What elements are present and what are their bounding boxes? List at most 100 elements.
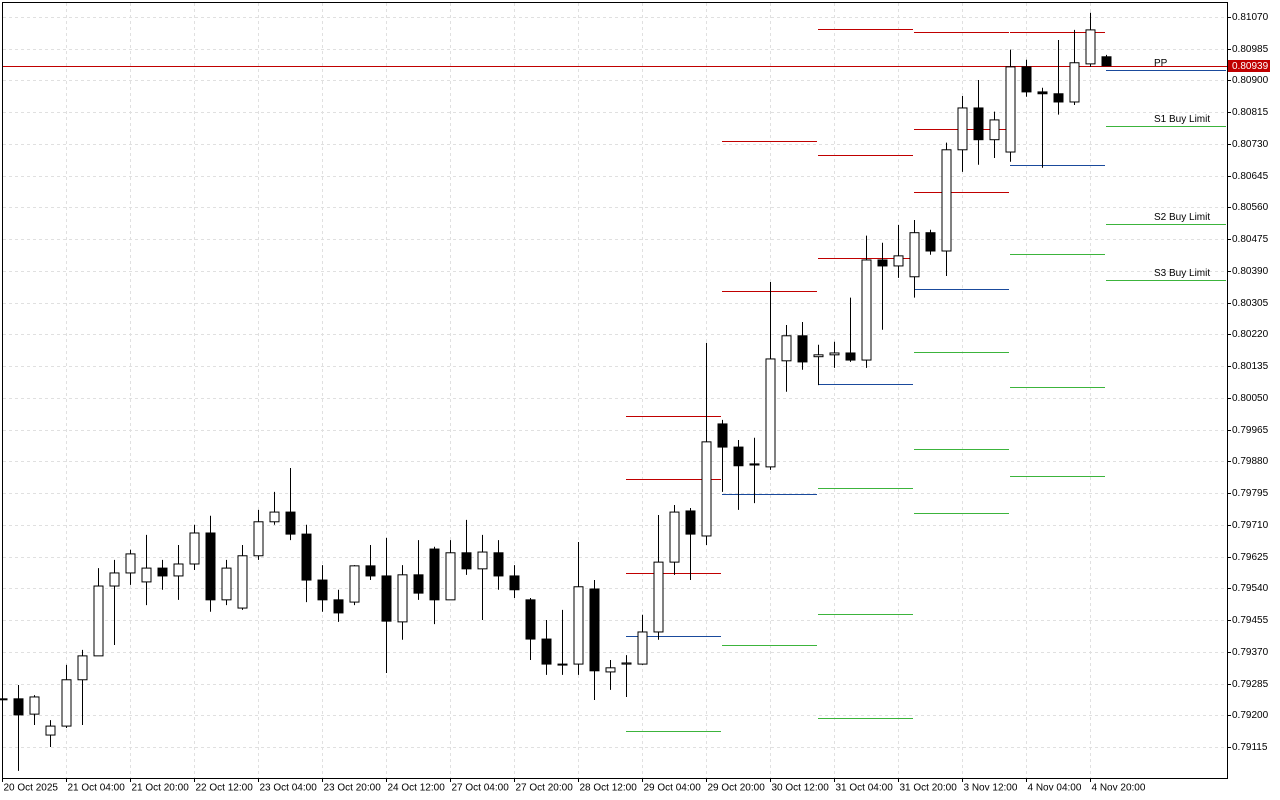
candle-body	[301, 533, 312, 581]
candle-body	[557, 663, 568, 666]
candle-body	[621, 662, 632, 665]
x-tick-label: 31 Oct 20:00	[900, 783, 958, 794]
candle-body	[461, 552, 472, 570]
x-tick-label: 4 Nov 20:00	[1092, 783, 1146, 794]
candle-body	[749, 463, 760, 466]
last-price-label: 0.80939	[1232, 61, 1269, 72]
candle-body	[173, 563, 184, 577]
x-tick-label: 23 Oct 20:00	[324, 783, 382, 794]
candle-body	[285, 511, 296, 535]
y-tick-label: 0.80305	[1232, 298, 1269, 309]
x-tick-label: 29 Oct 04:00	[644, 783, 702, 794]
y-tick-label: 0.81070	[1232, 12, 1269, 23]
candle-body	[1053, 93, 1064, 103]
candle-body	[573, 586, 584, 665]
y-tick-label: 0.80135	[1232, 361, 1269, 372]
candle-body	[765, 358, 776, 468]
candle-body	[973, 107, 984, 141]
x-tick-label: 22 Oct 12:00	[196, 783, 254, 794]
x-tick-label: 29 Oct 20:00	[708, 783, 766, 794]
candle-body	[589, 588, 600, 672]
candle-body	[733, 446, 744, 467]
candle-body	[397, 574, 408, 623]
y-tick-label: 0.80560	[1232, 202, 1269, 213]
x-tick-label: 30 Oct 12:00	[772, 783, 830, 794]
candle-body	[1037, 91, 1048, 95]
y-tick-label: 0.80645	[1232, 171, 1269, 182]
candle-body	[141, 567, 152, 583]
candle-body	[0, 698, 8, 701]
candle-body	[861, 259, 872, 361]
y-tick-label: 0.80730	[1232, 139, 1269, 150]
candle-body	[669, 511, 680, 563]
y-tick-label: 0.80815	[1232, 107, 1269, 118]
candle-body	[477, 551, 488, 570]
candle-body	[781, 335, 792, 362]
y-tick-label: 0.79965	[1232, 425, 1269, 436]
candle-body	[93, 585, 104, 657]
candle-body	[493, 552, 504, 577]
candle-body	[605, 667, 616, 673]
candle-body	[349, 565, 360, 603]
candle-body	[1021, 66, 1032, 93]
x-tick-label: 28 Oct 12:00	[580, 783, 638, 794]
y-tick-label: 0.79115	[1232, 742, 1268, 753]
x-tick-label: 21 Oct 04:00	[68, 783, 126, 794]
y-tick-label: 0.80390	[1232, 266, 1269, 277]
candle-body	[717, 423, 728, 448]
candle-body	[909, 232, 920, 278]
candle-body	[685, 510, 696, 535]
candle-body	[413, 574, 424, 594]
candle-body	[701, 441, 712, 537]
candle-body	[205, 532, 216, 601]
y-tick-label: 0.79455	[1232, 615, 1269, 626]
candle-body	[509, 575, 520, 591]
x-tick-label: 4 Nov 04:00	[1028, 783, 1082, 794]
candle-body	[237, 555, 248, 609]
y-tick-label: 0.79200	[1232, 710, 1269, 721]
x-tick-label: 31 Oct 04:00	[836, 783, 894, 794]
candle-body	[941, 149, 952, 252]
y-tick-label: 0.79285	[1232, 679, 1269, 690]
y-tick-label: 0.80985	[1232, 44, 1269, 55]
candle-body	[61, 679, 72, 727]
x-tick-label: 3 Nov 12:00	[964, 783, 1018, 794]
level-label: S3 Buy Limit	[1154, 268, 1210, 279]
y-tick-label: 0.80900	[1232, 75, 1269, 86]
y-tick-label: 0.79710	[1232, 520, 1269, 531]
candle-body	[429, 548, 440, 601]
y-tick-label: 0.79880	[1232, 456, 1269, 467]
candle-body	[829, 352, 840, 356]
candle-body	[989, 119, 1000, 141]
candle-body	[797, 335, 808, 363]
y-tick-label: 0.79795	[1232, 488, 1269, 499]
candle-body	[541, 638, 552, 665]
candle-body	[893, 255, 904, 267]
candle-body	[653, 561, 664, 633]
y-tick-label: 0.80050	[1232, 393, 1269, 404]
candle-body	[253, 521, 264, 557]
candle-body	[845, 352, 856, 361]
candle-body	[125, 553, 136, 574]
candle-body	[317, 579, 328, 601]
candle-body	[1005, 66, 1016, 153]
candle-body	[29, 696, 40, 715]
candle-body	[269, 511, 280, 523]
candle-body	[381, 575, 392, 622]
y-tick-label: 0.79540	[1232, 583, 1269, 594]
candle-body	[525, 599, 536, 640]
x-tick-label: 23 Oct 04:00	[260, 783, 318, 794]
candle-body	[333, 599, 344, 614]
candle-body	[221, 567, 232, 601]
candle-body	[1085, 29, 1096, 65]
level-label: PP	[1154, 58, 1168, 69]
x-tick-label: 20 Oct 2025	[4, 783, 59, 794]
candle-body	[13, 698, 24, 716]
candle-body	[445, 552, 456, 601]
candle-body	[365, 565, 376, 577]
candle-body	[157, 567, 168, 577]
candle-body	[1101, 56, 1112, 67]
x-tick-label: 24 Oct 12:00	[388, 783, 446, 794]
x-tick-label: 27 Oct 20:00	[516, 783, 574, 794]
x-tick-label: 27 Oct 04:00	[452, 783, 510, 794]
